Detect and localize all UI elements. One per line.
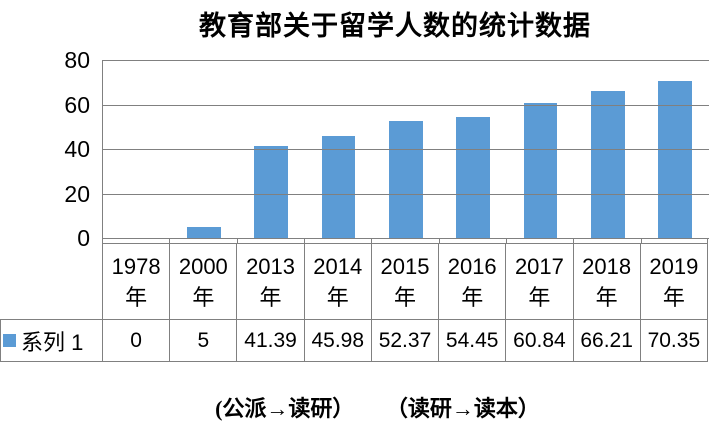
value-cell: 41.39 [237, 320, 305, 361]
bar [254, 145, 289, 238]
gridline [103, 60, 709, 61]
bar [187, 226, 221, 238]
year-label: 1978 [111, 253, 161, 279]
bar-slot [574, 60, 641, 238]
value-cell: 54.45 [439, 320, 507, 361]
bar [591, 90, 625, 238]
bar-slot [507, 60, 574, 238]
bar [389, 121, 423, 238]
y-axis-tick-label: 40 [64, 136, 90, 162]
bar-slot [305, 60, 372, 238]
caption-part-1: (公派→读研） [215, 396, 355, 421]
x-axis-tick [573, 239, 575, 243]
bar [456, 116, 491, 238]
bar-slot [372, 60, 439, 238]
y-axis-tick-label: 60 [64, 91, 90, 118]
category-header-row: 1978 年 2000 年 2013 年 2014 年 2015 年 2016 … [102, 243, 708, 320]
year-header-cell: 2017 年 [506, 244, 574, 319]
year-suffix: 年 [528, 284, 551, 310]
series-values-row: 系列 1 0 5 41.39 45.98 52.37 54.45 60.84 6… [0, 319, 708, 362]
x-axis-tick [371, 239, 373, 243]
bar-slot [440, 60, 507, 238]
chart-caption: (公派→读研） （读研→读本） [0, 391, 715, 423]
x-axis-tick [707, 239, 708, 243]
year-suffix: 年 [125, 284, 148, 310]
year-header-cell: 2018 年 [574, 244, 641, 319]
gridline [103, 149, 709, 150]
value-cell: 60.84 [506, 320, 574, 361]
y-axis-tick-label: 20 [64, 180, 90, 207]
year-label: 2000 [178, 253, 228, 279]
year-suffix: 年 [461, 284, 484, 310]
value-cell: 5 [170, 320, 238, 361]
year-header-cell: 2015 年 [372, 244, 440, 319]
x-axis-ticks [102, 239, 708, 243]
bar [523, 102, 558, 238]
year-label: 2017 [514, 253, 564, 279]
x-axis-tick [102, 239, 103, 243]
x-axis-tick [640, 239, 642, 243]
year-header-cell: 2014 年 [305, 244, 372, 319]
x-axis-tick [506, 239, 507, 243]
year-suffix: 年 [393, 284, 416, 310]
y-axis-tick-label: 80 [64, 47, 90, 73]
year-header-cell: 2019 年 [641, 244, 707, 319]
year-header-cell: 1978 年 [103, 244, 171, 319]
value-cell: 70.35 [647, 328, 701, 352]
year-header-cell: 2000 年 [170, 244, 238, 319]
x-axis-tick [236, 239, 238, 243]
year-header-cell: 2013 年 [237, 244, 305, 319]
year-label: 2019 [649, 253, 699, 279]
bars-row [103, 60, 709, 238]
year-label: 2015 [380, 253, 430, 279]
y-axis-tick-label: 0 [77, 225, 90, 251]
year-label: 2016 [447, 253, 497, 279]
bar [321, 135, 356, 238]
value-cell: 52.37 [372, 320, 440, 361]
year-suffix: 年 [326, 284, 349, 310]
legend-cell: 系列 1 [1, 320, 103, 361]
y-axis-labels: 0 20 40 60 80 [0, 47, 90, 251]
year-suffix: 年 [192, 284, 215, 310]
value-cell: 0 [103, 320, 171, 361]
bar-slot [170, 60, 237, 238]
year-label: 2013 [246, 253, 296, 279]
x-axis-tick [169, 239, 171, 243]
x-axis-tick [438, 239, 440, 243]
series-name: 系列 1 [21, 329, 84, 355]
year-label: 2018 [582, 253, 632, 279]
bar [658, 81, 693, 238]
x-axis-tick [304, 239, 305, 243]
gridline [103, 104, 709, 106]
series-color-swatch-icon [3, 334, 16, 347]
year-suffix: 年 [595, 284, 618, 310]
bar-slot [238, 60, 305, 238]
value-cell: 66.21 [574, 320, 641, 361]
year-suffix: 年 [662, 284, 685, 310]
year-suffix: 年 [259, 284, 282, 310]
year-header-cell: 2016 年 [439, 244, 507, 319]
data-table: 1978 年 2000 年 2013 年 2014 年 2015 年 2016 … [0, 243, 708, 362]
year-label: 2014 [313, 253, 363, 279]
caption-part-2: （读研→读本） [385, 396, 540, 421]
bar-slot [642, 60, 709, 238]
chart-title: 教育部关于留学人数的统计数据 [199, 11, 591, 41]
gridline [103, 193, 709, 195]
plot-area [102, 60, 709, 239]
value-cell: 45.98 [305, 320, 372, 361]
